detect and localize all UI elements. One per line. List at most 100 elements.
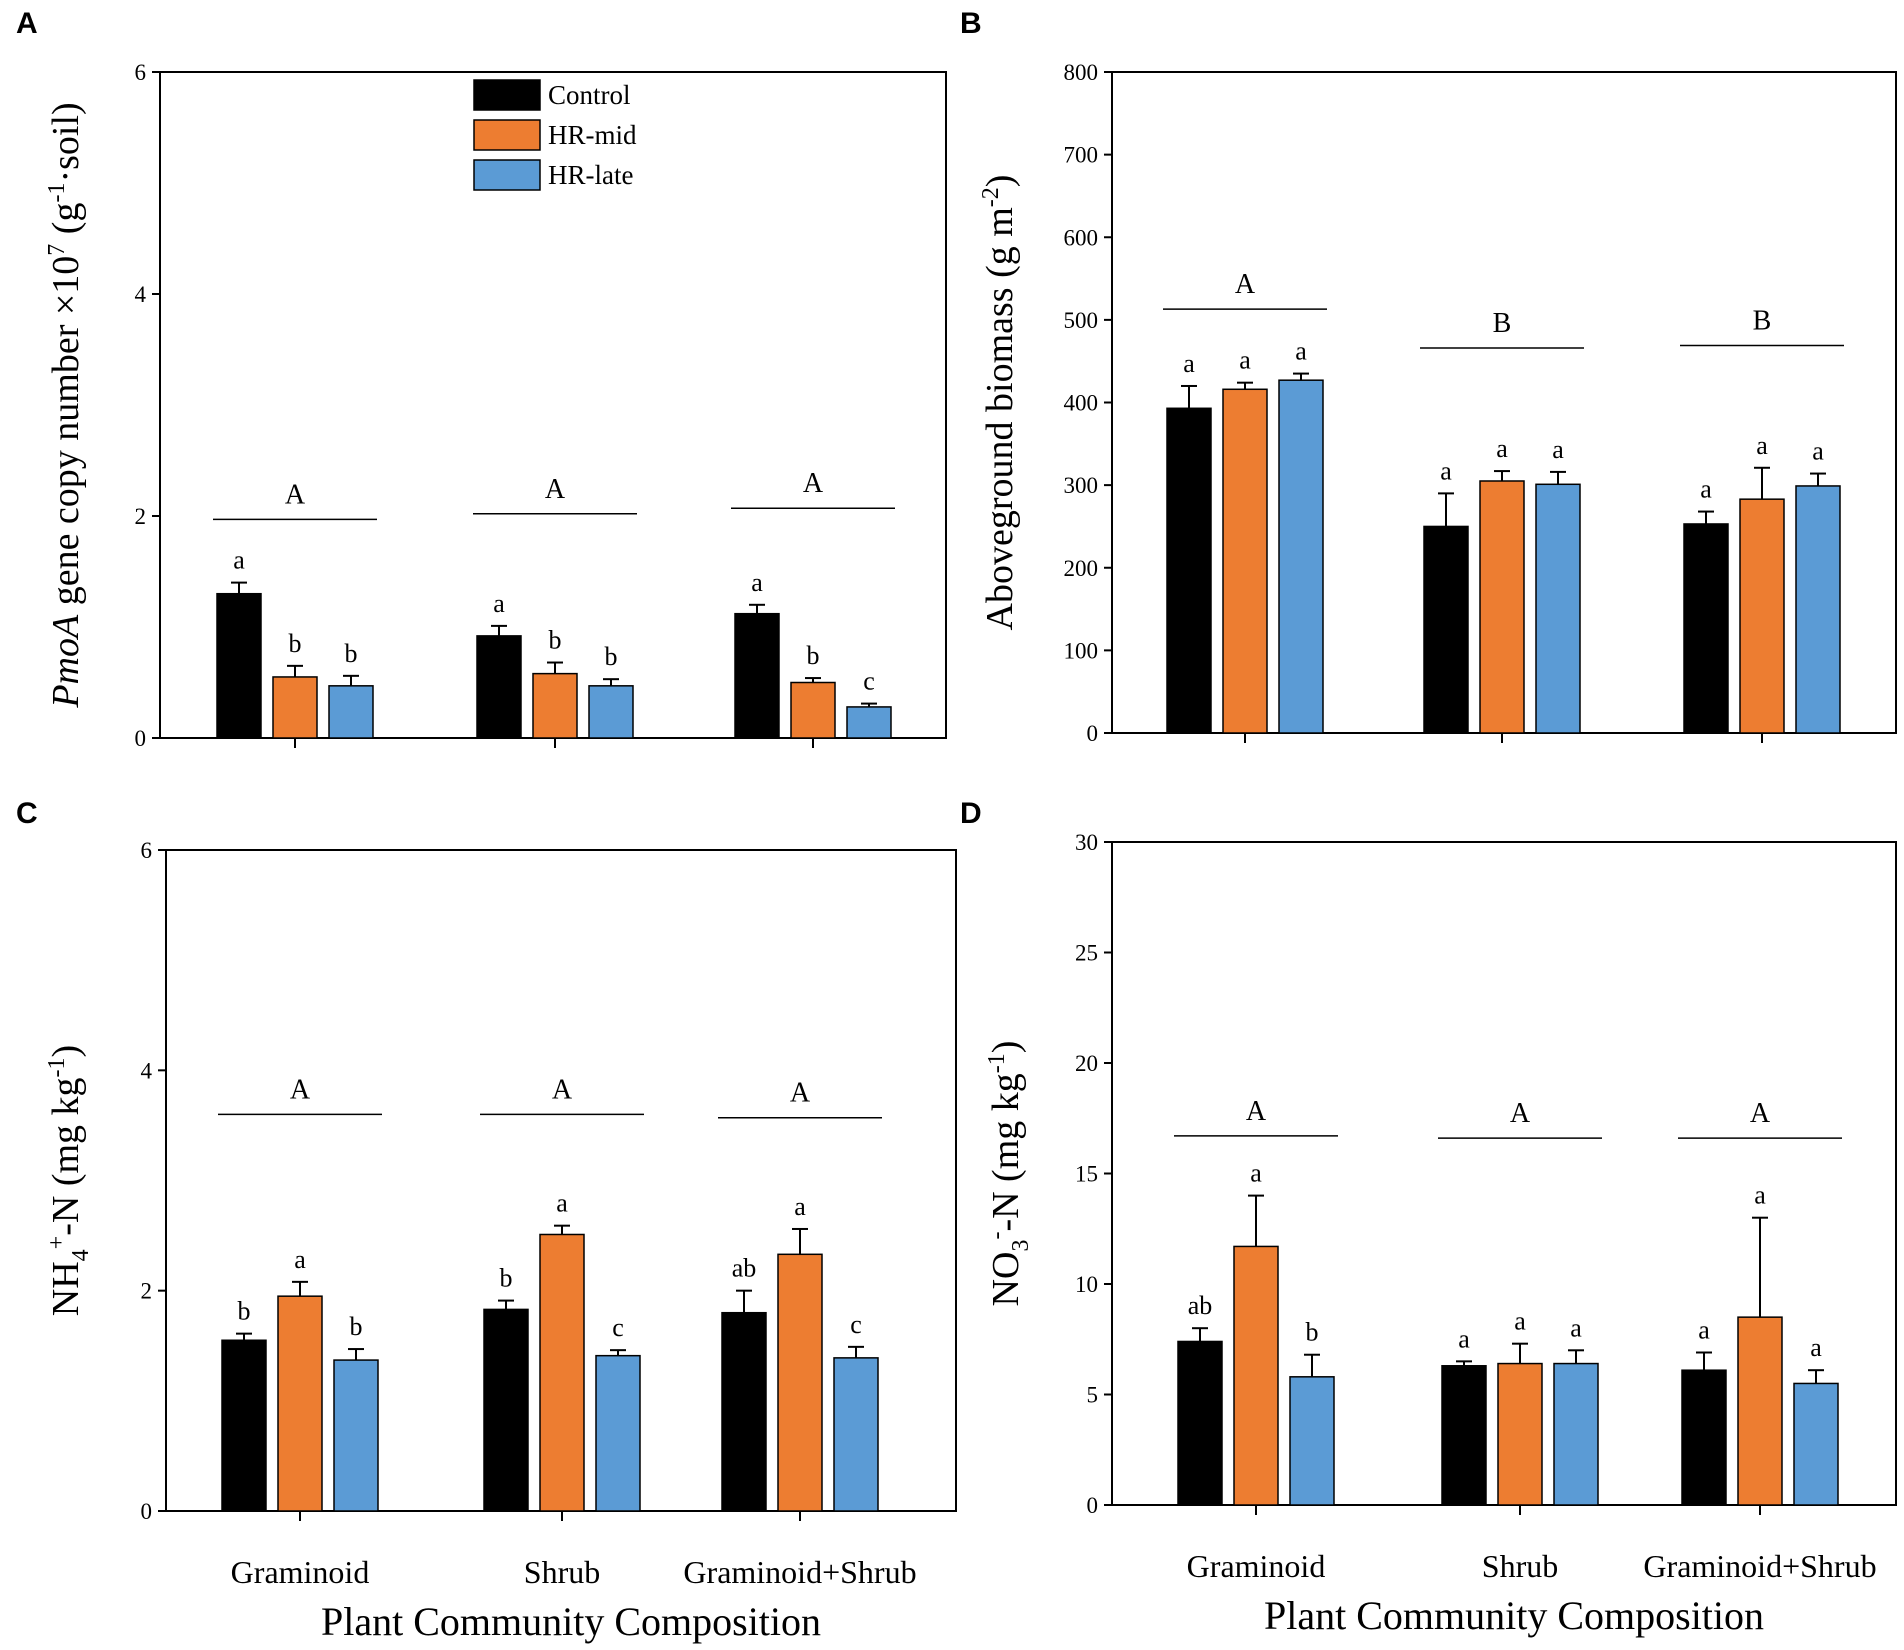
panel-b: B 0 100 200 300 400 500 600 700 800 Aboveground bi…	[960, 7, 1897, 746]
bar-hr-late	[1553, 1362, 1599, 1506]
significance-letter: b	[238, 1297, 251, 1326]
bar-control	[1681, 1369, 1727, 1506]
bar-hr-late	[846, 706, 892, 739]
significance-letter: a	[1239, 346, 1251, 375]
group-letter: A	[1750, 1098, 1771, 1129]
significance-letter: b	[500, 1264, 513, 1293]
bar-hr-mid	[790, 681, 836, 739]
y-axis-title-part: )	[45, 1045, 87, 1058]
bar-hr-mid	[1739, 498, 1785, 734]
y-axis-title-part: -1	[44, 1057, 70, 1077]
y-axis-title-part: 4	[68, 1249, 94, 1261]
y-axis-title-part: (g	[45, 203, 87, 244]
group-letter: A	[790, 1078, 811, 1109]
bar-control	[1177, 1340, 1223, 1506]
y-axis-title: NH4​+​-N (mg kg-1​)	[44, 1045, 94, 1316]
x-axis-title: Plant Community Composition	[321, 1599, 821, 1644]
y-tick-label: 6	[135, 60, 147, 85]
x-tick-label: Shrub	[1482, 1548, 1558, 1584]
panel-a: A 0 2 4 6 PmoA gene copy number ×107​ (g-1​·s…	[16, 7, 947, 751]
bar-hr-late	[333, 1359, 379, 1512]
bar-control	[476, 635, 522, 739]
group-letter: A	[1510, 1098, 1531, 1129]
bar-hr-late	[1289, 1376, 1335, 1506]
significance-letter: a	[294, 1245, 306, 1274]
group-letter: A	[545, 474, 566, 505]
y-tick-label: 2	[135, 504, 147, 529]
bar-control	[1683, 523, 1729, 734]
y-tick-label: 6	[141, 838, 153, 863]
y-tick-label: 15	[1075, 1162, 1098, 1187]
y-tick-label: 5	[1087, 1383, 1099, 1408]
bar-hr-late	[328, 685, 374, 739]
significance-letter: a	[493, 589, 505, 618]
significance-letter: a	[1295, 337, 1307, 366]
significance-letter: c	[612, 1313, 624, 1342]
bar-control	[483, 1308, 529, 1512]
y-tick-label: 20	[1075, 1051, 1098, 1076]
bar-control	[1441, 1365, 1487, 1506]
significance-letter: b	[807, 641, 820, 670]
legend-label: Control	[548, 80, 631, 110]
bar-hr-mid	[272, 676, 318, 739]
y-axis-title-part: PmoA	[45, 614, 87, 709]
x-tick-label: Graminoid+Shrub	[1643, 1548, 1876, 1584]
y-tick-label: 200	[1064, 556, 1099, 581]
y-axis-title-part: NO	[985, 1252, 1027, 1307]
bar-control	[721, 1311, 767, 1512]
bar-control	[1423, 525, 1469, 734]
y-tick-label: 400	[1064, 391, 1099, 416]
bar-hr-mid	[777, 1253, 823, 1512]
y-tick-label: 4	[135, 282, 147, 307]
legend-label: HR-late	[548, 160, 633, 190]
bar-control	[216, 592, 262, 739]
significance-letter: a	[1756, 431, 1768, 460]
y-axis-title-part: )	[979, 175, 1021, 188]
group-letter: A	[290, 1074, 311, 1105]
significance-letter: b	[289, 629, 302, 658]
y-tick-label: 800	[1064, 60, 1099, 85]
y-tick-label: 700	[1064, 143, 1099, 168]
y-axis-title-part: NH	[45, 1261, 87, 1316]
bar-control	[221, 1339, 267, 1512]
significance-letter: a	[1698, 1316, 1710, 1345]
bar-hr-mid	[1497, 1362, 1543, 1506]
significance-letter: b	[549, 626, 562, 655]
y-axis-title-part: 3	[1008, 1240, 1034, 1252]
y-axis-title-part: +	[44, 1236, 70, 1250]
y-axis-title: NO3​-​-N (mg kg-1​)	[984, 1041, 1034, 1307]
significance-letter: a	[556, 1189, 568, 1218]
y-axis-title-part: gene copy number ×10	[45, 256, 87, 615]
legend-label: HR-mid	[548, 120, 637, 150]
significance-letter: a	[1458, 1324, 1470, 1353]
y-tick-label: 0	[1087, 1493, 1099, 1518]
bar-hr-mid	[1479, 480, 1525, 734]
y-tick-label: 500	[1064, 308, 1099, 333]
significance-letter: a	[1552, 435, 1564, 464]
significance-letter: a	[1514, 1307, 1526, 1336]
y-tick-label: 300	[1064, 473, 1099, 498]
significance-letter: a	[1570, 1313, 1582, 1342]
group-letter: A	[803, 468, 824, 499]
significance-letter: a	[1440, 456, 1452, 485]
significance-letter: c	[863, 667, 875, 696]
significance-letter: a	[1496, 434, 1508, 463]
y-tick-label: 0	[1087, 721, 1099, 746]
significance-letter: b	[1306, 1318, 1319, 1347]
significance-letter: a	[794, 1192, 806, 1221]
bar-control	[734, 612, 780, 739]
panel-label: A	[16, 7, 38, 40]
bar-hr-mid	[539, 1233, 585, 1512]
significance-letter: a	[1810, 1333, 1822, 1362]
y-axis-title-part: ·soil)	[45, 102, 87, 182]
bar-control	[1166, 407, 1212, 734]
panel-label: C	[16, 797, 38, 830]
y-tick-label: 25	[1075, 941, 1098, 966]
bar-hr-late	[833, 1357, 879, 1512]
bar-hr-late	[1278, 379, 1324, 734]
significance-letter: ab	[732, 1254, 757, 1283]
panel-label: D	[960, 797, 982, 830]
y-axis-title-part: -2	[978, 187, 1004, 207]
y-tick-label: 0	[141, 1499, 153, 1524]
